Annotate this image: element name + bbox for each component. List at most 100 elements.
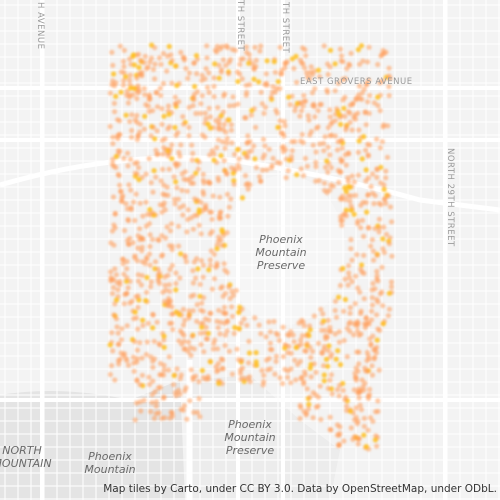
dot: [369, 372, 376, 378]
dot: [157, 384, 164, 390]
dot: [233, 287, 239, 294]
dot: [293, 377, 299, 383]
dot: [369, 302, 376, 308]
dot: [245, 186, 251, 192]
dot: [193, 110, 199, 117]
dot: [365, 99, 371, 105]
dot: [374, 268, 380, 274]
dot: [252, 44, 258, 50]
dot: [135, 272, 141, 278]
dot: [285, 168, 291, 174]
dot: [145, 320, 151, 326]
dot: [173, 280, 179, 287]
dot: [198, 101, 204, 107]
dot: [165, 272, 171, 278]
dot: [211, 157, 217, 163]
dot: [215, 105, 221, 111]
dot: [336, 329, 342, 335]
dot: [224, 171, 230, 177]
dot: [327, 114, 333, 120]
park-label: Mountain: [84, 463, 135, 476]
dot: [140, 322, 146, 329]
dot: [199, 72, 205, 78]
dot: [174, 366, 180, 372]
dot: [316, 178, 322, 184]
dot: [141, 59, 147, 66]
dot: [166, 243, 173, 249]
dot: [206, 267, 212, 273]
dot: [357, 61, 363, 67]
dot: [334, 147, 341, 153]
dot: [142, 113, 148, 119]
dot: [321, 318, 327, 324]
dot: [317, 141, 323, 147]
dot: [321, 180, 328, 186]
dot: [359, 156, 365, 162]
dot: [315, 340, 322, 346]
dot: [193, 53, 200, 59]
dot: [150, 66, 157, 73]
dot: [373, 409, 379, 415]
dot: [271, 59, 277, 65]
dot: [257, 48, 263, 54]
dot: [156, 280, 163, 286]
dot: [193, 170, 199, 176]
dot: [369, 295, 375, 301]
dot: [198, 341, 204, 348]
dot: [181, 121, 187, 127]
dot: [200, 262, 207, 268]
dot: [328, 372, 334, 378]
dot: [149, 392, 155, 398]
dot: [172, 94, 178, 100]
dot: [342, 276, 348, 282]
dot: [127, 72, 133, 78]
dot: [265, 367, 271, 373]
dot: [162, 282, 168, 288]
dot: [288, 380, 294, 386]
dot: [117, 43, 123, 49]
dot: [217, 331, 223, 337]
dot: [113, 272, 119, 278]
dot: [251, 143, 257, 149]
dot: [239, 76, 245, 82]
dot: [199, 93, 205, 99]
dot: [356, 83, 363, 89]
dot: [280, 354, 286, 360]
dot: [335, 139, 341, 145]
dot: [380, 321, 386, 327]
dot: [338, 195, 344, 202]
dot: [342, 113, 348, 119]
dot: [275, 124, 281, 130]
dot: [342, 296, 348, 303]
dot: [132, 253, 138, 259]
dot: [386, 241, 392, 247]
dot: [272, 69, 278, 75]
dot: [364, 349, 370, 355]
dot: [318, 416, 324, 423]
dot: [165, 192, 171, 198]
dot: [170, 326, 176, 333]
dot: [361, 270, 367, 276]
dot: [113, 297, 120, 303]
dot: [231, 181, 237, 187]
dot: [220, 293, 226, 299]
dot: [172, 201, 178, 207]
dot: [264, 58, 270, 64]
dot: [304, 386, 310, 392]
dot: [243, 115, 249, 121]
dot: [231, 330, 237, 337]
dot: [134, 378, 140, 384]
dot: [356, 332, 362, 338]
dot: [127, 300, 133, 306]
dot: [368, 342, 374, 348]
dot: [301, 65, 308, 71]
dot: [386, 65, 392, 71]
dot: [190, 180, 196, 186]
dot: [280, 143, 286, 150]
dot: [363, 315, 369, 321]
dot: [383, 200, 389, 206]
dot: [150, 210, 156, 216]
dot: [253, 165, 259, 171]
dot: [110, 141, 116, 147]
dot: [147, 232, 153, 238]
